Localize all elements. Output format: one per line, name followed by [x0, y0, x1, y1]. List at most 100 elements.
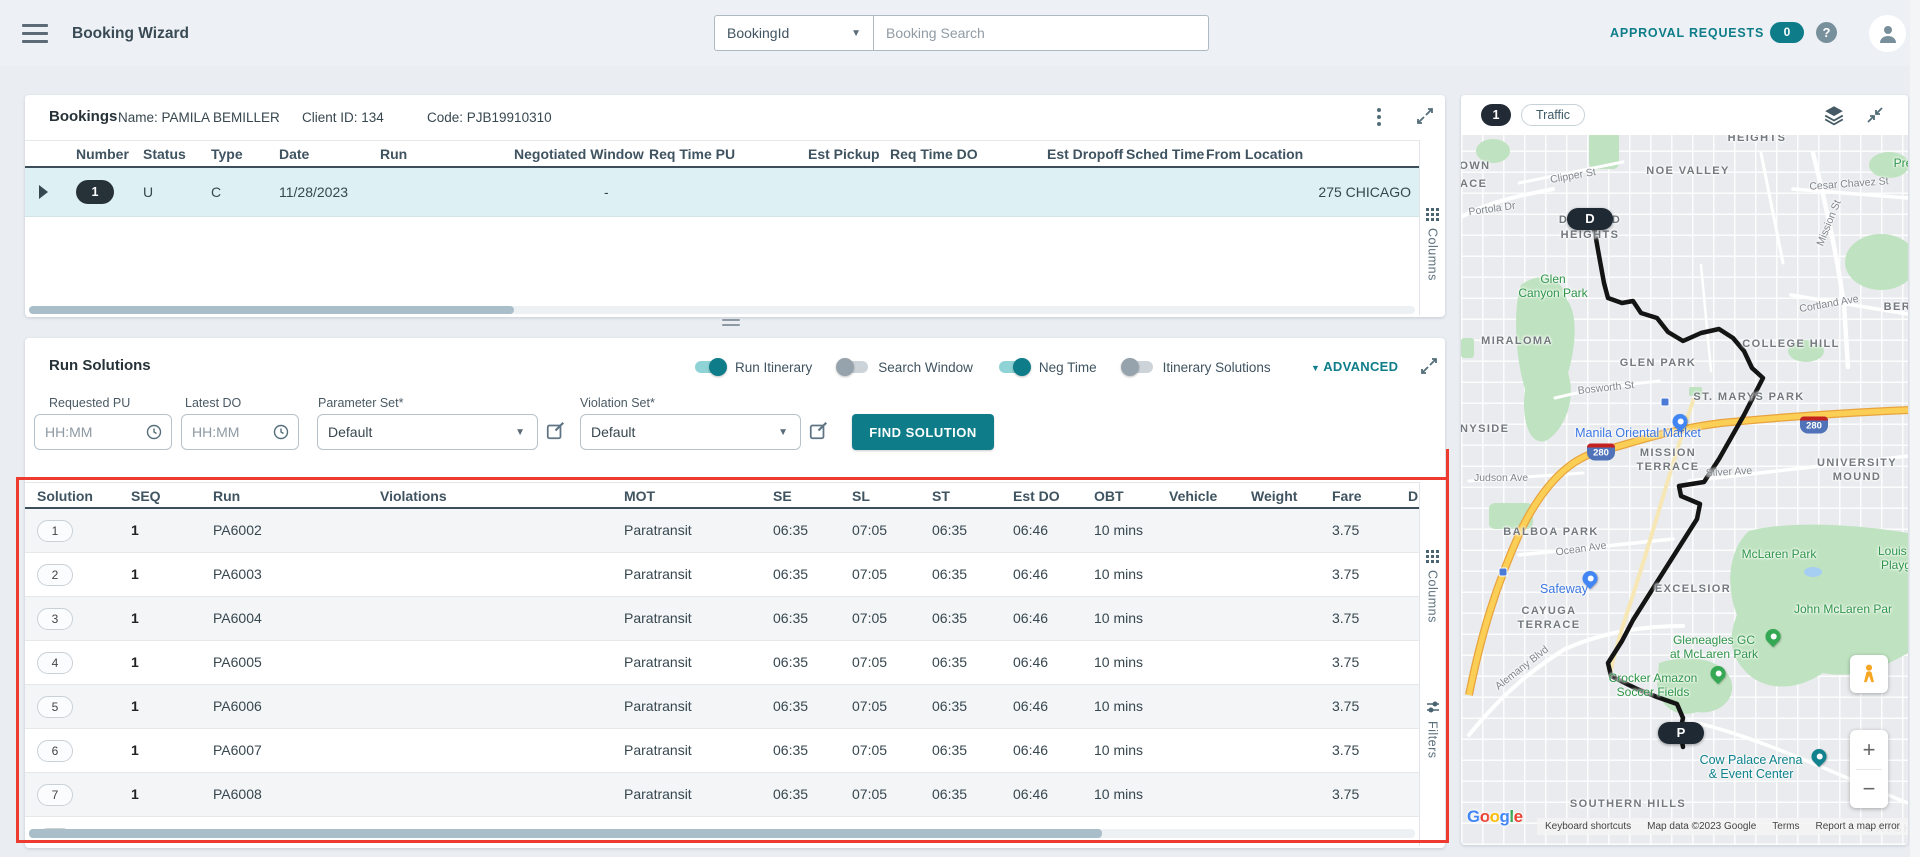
bookings-hscroll-track[interactable] — [29, 306, 1415, 314]
filters-panel-toggle[interactable]: Filters — [1420, 700, 1445, 759]
switch-icon[interactable] — [1120, 357, 1155, 377]
advanced-link[interactable]: ▼ ADVANCED — [1311, 359, 1399, 374]
col-type[interactable]: Type — [211, 146, 243, 162]
switch-icon[interactable] — [693, 357, 727, 377]
row-expand-icon[interactable] — [39, 185, 48, 199]
col-number[interactable]: Number — [76, 146, 129, 162]
parameter-set-select[interactable]: Default ▼ — [317, 414, 538, 450]
col-seq[interactable]: SEQ — [131, 488, 161, 504]
keyboard-shortcuts-link[interactable]: Keyboard shortcuts — [1544, 821, 1632, 832]
columns-panel-label: Columns — [1425, 228, 1440, 281]
cell-se: 06:35 — [773, 698, 809, 714]
transit-station-icon[interactable] — [1660, 397, 1670, 407]
report-error-link[interactable]: Report a map error — [1815, 821, 1900, 832]
help-icon[interactable]: ? — [1816, 22, 1837, 43]
panel-resize-handle[interactable] — [722, 319, 740, 329]
toggle-label: Neg Time — [1038, 359, 1097, 375]
pegman-control[interactable] — [1850, 655, 1888, 693]
toggle-run-itinerary[interactable]: Run Itinerary — [693, 357, 812, 377]
approval-requests-link[interactable]: APPROVAL REQUESTS — [1610, 26, 1765, 40]
transit-station-icon[interactable] — [1498, 567, 1508, 577]
map-data-label: Map data ©2023 Google — [1647, 821, 1757, 832]
col-fare[interactable]: Fare — [1332, 488, 1362, 504]
col-req-time-do[interactable]: Req Time DO — [890, 146, 978, 162]
col-obt[interactable]: OBT — [1094, 488, 1124, 504]
layers-icon[interactable] — [1823, 104, 1845, 126]
col-vehicle[interactable]: Vehicle — [1169, 488, 1218, 504]
booking-row[interactable]: 1 U C 11/28/2023 - 275 CHICAGO — [25, 168, 1419, 217]
col-sl[interactable]: SL — [852, 488, 870, 504]
col-d[interactable]: D — [1408, 488, 1419, 504]
expand-icon[interactable] — [1415, 106, 1437, 128]
solution-row[interactable]: 4 1 PA6005 Paratransit 06:35 07:05 06:35 06:46 1… — [25, 641, 1419, 685]
columns-panel-toggle[interactable]: Columns — [1420, 208, 1445, 281]
col-run[interactable]: Run — [213, 488, 241, 504]
solution-row[interactable]: 3 1 PA6004 Paratransit 06:35 07:05 06:35 06:46 1… — [25, 597, 1419, 641]
more-options-icon[interactable] — [1369, 105, 1389, 129]
top-bar: Booking Wizard BookingId ▼ APPROVAL REQU… — [0, 0, 1920, 66]
solution-row[interactable]: 5 1 PA6006 Paratransit 06:35 07:05 06:35 06:46 1… — [25, 685, 1419, 729]
latest-do-input[interactable] — [192, 424, 248, 440]
switch-icon[interactable] — [836, 357, 870, 377]
map-marker-d[interactable]: D — [1567, 208, 1613, 230]
col-from-location[interactable]: From Location — [1206, 146, 1304, 162]
clock-icon[interactable] — [145, 423, 163, 441]
solution-row[interactable]: 6 1 PA6007 Paratransit 06:35 07:05 06:35 06:46 1… — [25, 729, 1419, 773]
col-est-pickup[interactable]: Est Pickup — [808, 146, 880, 162]
col-status[interactable]: Status — [143, 146, 186, 162]
violation-set-value: Default — [591, 424, 636, 440]
toggle-search-window[interactable]: Search Window — [836, 357, 973, 377]
collapse-icon[interactable] — [1865, 105, 1887, 127]
col-se[interactable]: SE — [773, 488, 792, 504]
solution-row[interactable]: 1 1 PA6002 Paratransit 06:35 07:05 06:35 06:46 1… — [25, 509, 1419, 553]
col-est-dropoff[interactable]: Est Dropoff — [1047, 146, 1124, 162]
violation-set-select[interactable]: Default ▼ — [580, 414, 801, 450]
expand-icon[interactable] — [1419, 356, 1441, 378]
cell-st: 06:35 — [932, 786, 968, 802]
col-solution[interactable]: Solution — [37, 488, 93, 504]
cell-obt: 10 mins — [1094, 698, 1144, 714]
col-sched-time[interactable]: Sched Time — [1126, 146, 1205, 162]
page-scrollbar[interactable] — [1910, 0, 1920, 857]
user-avatar[interactable] — [1869, 15, 1906, 52]
clock-icon[interactable] — [272, 423, 290, 441]
cell-sl: 07:05 — [852, 786, 888, 802]
col-run[interactable]: Run — [380, 146, 408, 162]
cell-obt: 10 mins — [1094, 522, 1144, 538]
search-type-select[interactable]: BookingId ▼ — [714, 15, 874, 51]
map-marker-p[interactable]: P — [1658, 722, 1704, 744]
col-violations[interactable]: Violations — [380, 488, 447, 504]
booking-search-input[interactable] — [874, 16, 1208, 50]
toggle-itinerary-solutions[interactable]: Itinerary Solutions — [1120, 357, 1271, 377]
col-negotiated-window[interactable]: Negotiated Window — [514, 146, 644, 162]
cell-sl: 07:05 — [852, 654, 888, 670]
find-solution-button[interactable]: FIND SOLUTION — [852, 414, 994, 450]
edit-violation-set-icon[interactable] — [808, 420, 830, 442]
solution-row-partial[interactable] — [25, 817, 1419, 829]
col-weight[interactable]: Weight — [1251, 488, 1298, 504]
col-st[interactable]: ST — [932, 488, 950, 504]
solutions-hscroll-thumb[interactable] — [29, 829, 1102, 838]
google-logo[interactable]: Google — [1467, 807, 1523, 826]
cell-se: 06:35 — [773, 610, 809, 626]
solution-row[interactable]: 2 1 PA6003 Paratransit 06:35 07:05 06:35 06:46 1… — [25, 553, 1419, 597]
zoom-in-button[interactable]: + — [1862, 737, 1876, 762]
terms-link[interactable]: Terms — [1772, 821, 1800, 832]
chevron-down-icon: ▼ — [778, 426, 788, 438]
requested-pu-input[interactable] — [45, 424, 115, 440]
booking-search — [874, 15, 1209, 51]
columns-panel-toggle[interactable]: Columns — [1420, 550, 1445, 623]
menu-icon[interactable] — [22, 24, 48, 43]
col-mot[interactable]: MOT — [624, 488, 656, 504]
traffic-toggle[interactable]: Traffic — [1521, 104, 1586, 126]
toggle-neg-time[interactable]: Neg Time — [997, 357, 1097, 377]
col-est-do[interactable]: Est DO — [1013, 488, 1060, 504]
col-date[interactable]: Date — [279, 146, 310, 162]
solution-row[interactable]: 7 1 PA6008 Paratransit 06:35 07:05 06:35 06:46 1… — [25, 773, 1419, 817]
col-req-time-pu[interactable]: Req Time PU — [649, 146, 736, 162]
edit-parameter-set-icon[interactable] — [545, 420, 567, 442]
switch-icon[interactable] — [997, 357, 1031, 377]
zoom-out-button[interactable]: − — [1862, 776, 1876, 801]
bookings-hscroll-thumb[interactable] — [29, 306, 514, 314]
